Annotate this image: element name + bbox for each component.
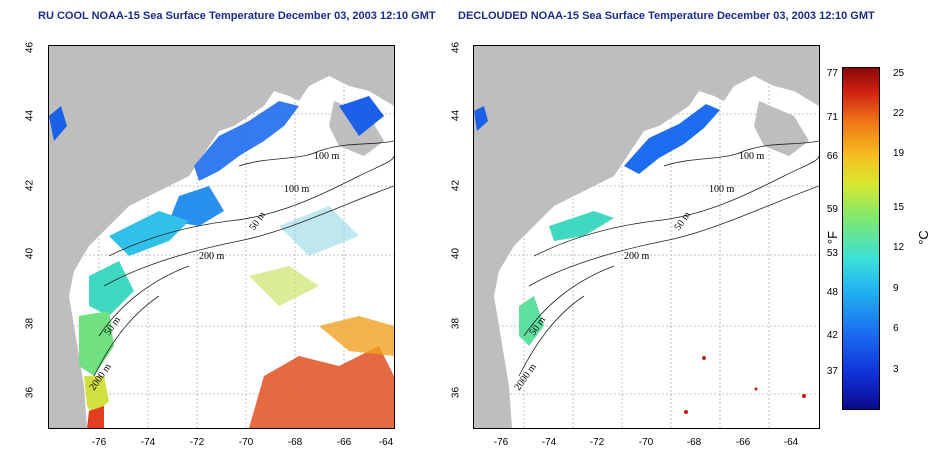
colorbar-c-label: 19	[893, 148, 905, 159]
right-land	[474, 46, 819, 428]
right-x-tick: -66	[735, 437, 751, 448]
colorbar-f-label: 66	[826, 151, 838, 162]
right-map-title: DECLOUDED NOAA-15 Sea Surface Temperatur…	[458, 10, 875, 22]
right-contour-label-1: 100 m	[739, 151, 765, 162]
left-x-tick: -72	[189, 437, 205, 448]
right-y-tick: 38	[450, 317, 462, 330]
left-x-tick: -74	[140, 437, 156, 448]
left-map-canvas: 100 m 100 m 50 m 200 m 50 m 2000 m	[49, 46, 394, 428]
colorbar-c-label: 6	[893, 323, 899, 334]
colorbar-f-label: 48	[826, 287, 838, 298]
colorbar-c-label: 12	[893, 242, 905, 253]
right-land-nova-scotia	[754, 101, 809, 156]
left-map-title: RU COOL NOAA-15 Sea Surface Temperature …	[38, 10, 436, 22]
left-y-tick: 40	[24, 247, 36, 260]
right-x-tick: -74	[541, 437, 557, 448]
colorbar-f-label: 71	[826, 112, 838, 123]
right-x-tick: -64	[783, 437, 799, 448]
right-y-tick: 46	[450, 41, 462, 54]
right-x-tick: -76	[493, 437, 509, 448]
right-map-canvas: 100 m 100 m 50 m 200 m 50 m 2000 m	[474, 46, 819, 428]
right-x-tick: -70	[638, 437, 654, 448]
colorbar-f-label: 42	[826, 330, 838, 341]
colorbar-c-label: 15	[893, 202, 905, 213]
left-y-tick: 38	[24, 317, 36, 330]
colorbar-c-label: 3	[893, 364, 899, 375]
left-y-tick: 46	[24, 41, 36, 54]
colorbar-c-label: 22	[893, 108, 905, 119]
left-y-tick: 42	[24, 179, 36, 192]
colorbar-f-label: 59	[826, 204, 838, 215]
right-x-tick: -72	[589, 437, 605, 448]
left-contour-label-1: 100 m	[314, 151, 340, 162]
colorbar-c-label: 25	[893, 68, 905, 79]
colorbar-f-label: 77	[826, 68, 838, 79]
left-y-tick: 36	[24, 386, 36, 399]
right-y-tick: 42	[450, 179, 462, 192]
left-contour-label-2: 100 m	[284, 184, 310, 195]
right-contour-label-4: 200 m	[624, 251, 650, 262]
left-land	[49, 46, 394, 428]
left-x-tick: -68	[287, 437, 303, 448]
right-x-tick: -68	[686, 437, 702, 448]
left-y-tick: 44	[24, 109, 36, 122]
left-x-tick: -66	[336, 437, 352, 448]
left-contour-label-4: 200 m	[199, 251, 225, 262]
temperature-colorbar	[842, 67, 880, 410]
right-y-tick: 36	[450, 386, 462, 399]
left-sst-map: 100 m 100 m 50 m 200 m 50 m 2000 m	[48, 45, 395, 429]
fahrenheit-unit-label: °F	[825, 230, 841, 245]
right-contours	[518, 140, 819, 377]
right-contour-label-2: 100 m	[709, 184, 735, 195]
left-x-tick: -64	[378, 437, 394, 448]
right-contour-label-3: 50 m	[672, 210, 693, 233]
right-contour-label-6: 2000 m	[512, 361, 539, 392]
left-x-tick: -76	[91, 437, 107, 448]
celsius-unit-label: °C	[915, 230, 931, 245]
right-y-tick: 44	[450, 109, 462, 122]
colorbar-f-label: 37	[826, 366, 838, 377]
right-sst-map: 100 m 100 m 50 m 200 m 50 m 2000 m	[473, 45, 820, 429]
colorbar-c-label: 9	[893, 283, 899, 294]
left-contour-label-3: 50 m	[247, 210, 268, 233]
colorbar-f-label: 53	[826, 248, 838, 259]
right-y-tick: 40	[450, 247, 462, 260]
left-contours	[93, 140, 394, 377]
left-x-tick: -70	[238, 437, 254, 448]
